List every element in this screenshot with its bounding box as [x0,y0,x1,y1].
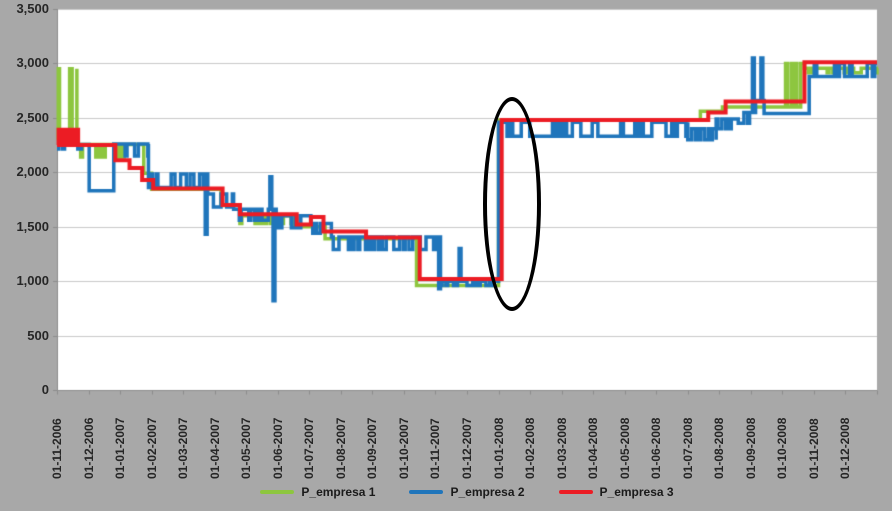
legend-label-empresa-3: P_empresa 3 [599,485,674,499]
x-axis-tick-label: 01-10-2007 [396,417,411,479]
x-axis-tick-label: 01-11-2008 [806,418,821,479]
x-axis-tick-label: 01-05-2008 [617,417,632,479]
y-axis-tick-label: 1,500 [16,218,49,234]
x-axis-tick-label: 01-04-2007 [207,417,222,479]
y-axis-tick-label: 2,500 [16,109,49,125]
x-axis-tick-label: 01-06-2008 [649,417,664,479]
x-axis-tick-label: 01-02-2007 [144,417,159,479]
legend-item-empresa-1[interactable]: P_empresa 1 [260,485,375,499]
legend-swatch-red [558,490,593,494]
x-axis-tick-label: 01-05-2007 [239,417,254,479]
x-axis-tick-label: 01-12-2006 [81,417,96,479]
legend-item-empresa-3[interactable]: P_empresa 3 [558,485,674,499]
highlight-ellipse[interactable] [483,97,542,311]
legend-item-empresa-2[interactable]: P_empresa 2 [409,485,525,499]
x-axis-tick-label: 01-12-2008 [838,417,853,479]
x-axis-tick-label: 01-03-2007 [176,417,191,479]
legend-swatch-blue [409,490,444,494]
legend-label-empresa-1: P_empresa 1 [301,485,376,499]
x-axis-tick-label: 01-06-2007 [270,417,285,479]
y-axis-tick-label: 0 [41,382,49,397]
legend-swatch-green [260,490,295,494]
x-axis-tick-label: 01-07-2008 [680,417,695,479]
x-axis-tick-label: 01-03-2008 [554,417,569,479]
x-axis-tick-label: 01-08-2008 [712,417,727,479]
legend-label-empresa-2: P_empresa 2 [450,485,525,499]
x-axis-tick-label: 01-09-2008 [743,417,758,479]
x-axis-tick-label: 01-11-2006 [50,418,64,479]
x-axis-tick-label: 01-10-2008 [775,417,790,479]
x-axis-tick-label: 01-04-2008 [586,417,601,479]
y-axis-tick-label: 1,000 [16,273,49,289]
x-axis-tick-label: 01-09-2007 [365,417,380,479]
x-axis-tick-label: 01-01-2008 [491,417,506,479]
x-axis-tick-label: 01-11-2007 [428,418,443,479]
x-axis-tick-label: 01-01-2007 [113,417,128,479]
x-axis-tick-label: 01-02-2008 [523,417,538,479]
x-axis-tick-label: 01-07-2007 [302,417,317,479]
y-axis-tick-label: 2,000 [16,164,49,180]
y-axis-tick-label: 500 [27,327,49,343]
x-axis-tick-label: 01-12-2007 [460,417,474,479]
y-axis-tick-label: 3,000 [16,55,49,71]
legend: P_empresa 1 P_empresa 2 P_empresa 3 [57,482,877,502]
y-axis-tick-label: 3,500 [16,1,49,16]
x-axis-tick-label: 01-08-2007 [333,417,348,479]
